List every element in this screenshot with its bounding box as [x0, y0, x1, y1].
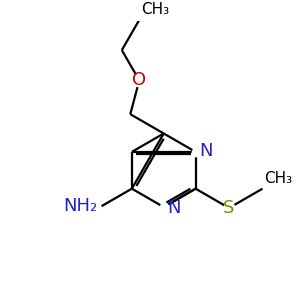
Text: O: O — [132, 71, 146, 89]
Text: N: N — [167, 199, 181, 217]
Text: S: S — [224, 199, 235, 217]
Text: CH₃: CH₃ — [141, 2, 169, 17]
Text: CH₃: CH₃ — [264, 171, 292, 186]
Text: NH₂: NH₂ — [64, 197, 98, 215]
Text: N: N — [199, 142, 213, 160]
